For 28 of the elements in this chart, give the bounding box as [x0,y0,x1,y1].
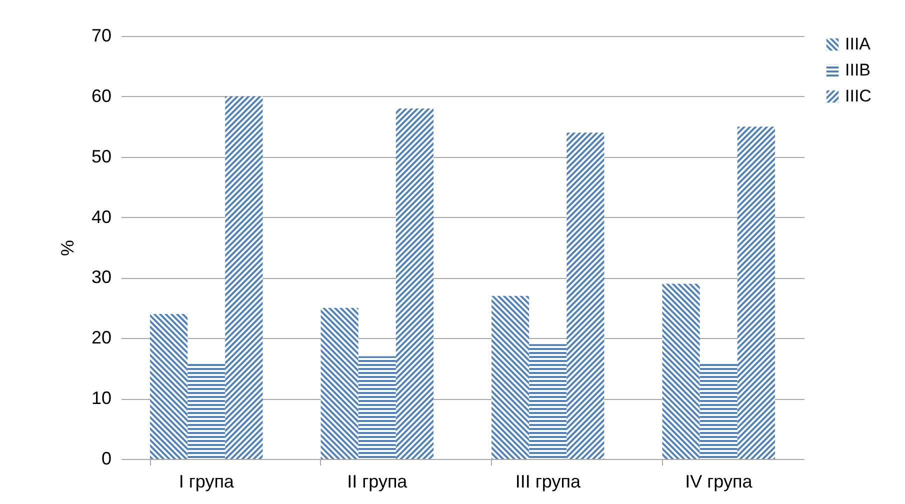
y-tick-label: 20 [91,328,112,348]
bar [737,126,775,459]
y-axis-title: % [57,240,78,256]
bar [700,362,738,459]
y-tick-label: 10 [91,388,112,408]
bar [529,344,567,459]
y-tick-label: 0 [101,448,112,468]
legend-label: IIIC [845,86,872,106]
y-tick-label: 40 [91,206,112,227]
bar [150,314,188,459]
bar [225,96,263,459]
x-tick-label: IV група [685,472,754,492]
y-tick-label: 70 [91,26,112,46]
legend-label: IIIA [845,34,872,54]
bar [492,296,530,459]
bar [358,356,396,459]
y-tick-label: 30 [91,267,112,288]
x-tick-label: I група [178,472,235,492]
x-tick-label: II група [347,472,408,492]
bar [320,308,358,459]
bar [566,132,604,459]
x-tick-label: III група [515,472,582,492]
y-tick-label: 60 [91,86,112,106]
legend-label: IIIB [845,60,871,80]
bar [662,284,700,459]
bar [396,108,434,459]
y-tick-label: 50 [91,146,112,166]
bar [188,362,226,459]
